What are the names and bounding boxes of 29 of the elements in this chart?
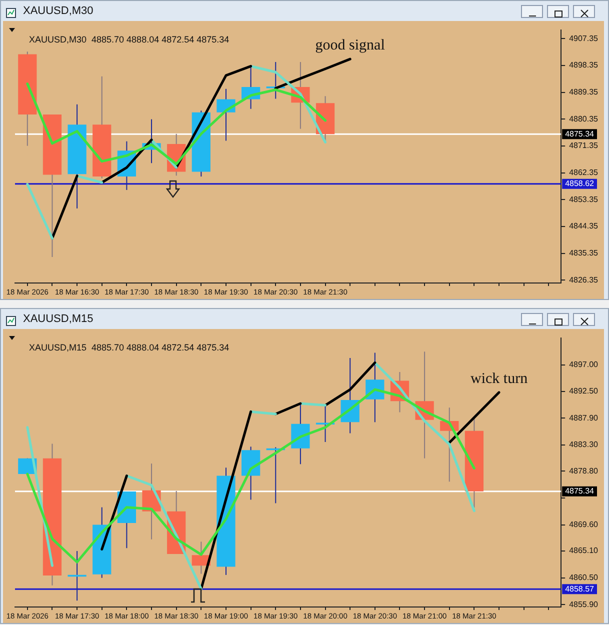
y-tick-label: 4869.60 (569, 520, 599, 529)
y-tick-label: 4860.50 (569, 573, 599, 582)
y-tick-label: 4889.35 (569, 87, 599, 96)
y-tick-label: 4871.35 (569, 141, 599, 150)
annotation: good signal (315, 37, 385, 54)
y-tick-label: 4878.80 (569, 466, 599, 476)
annotation: wick turn (470, 370, 528, 387)
y-tick-label: 4844.35 (569, 222, 599, 231)
text: XAUUSD,M15 4885.70 4888.04 4872.54 4875.34 (29, 342, 230, 352)
chart-title: XAUUSD,M15 (23, 313, 94, 325)
y-tick-label: 4865.10 (569, 546, 599, 556)
ref-line-label: 4858.57 (565, 584, 595, 594)
y-tick-label: 4835.35 (569, 248, 599, 258)
ref-line-label: 4875.34 (565, 486, 595, 496)
y-tick-label: 4880.35 (569, 114, 599, 124)
ref-line-label: 4875.34 (565, 129, 595, 138)
y-tick-label: 4907.35 (569, 34, 599, 43)
text: XAUUSD,M30 4885.70 4888.04 4872.54 4875.34 (29, 34, 230, 44)
y-tick-label: 4887.90 (569, 413, 599, 422)
y-tick-label: 4853.35 (569, 194, 599, 204)
y-tick-label: 4855.90 (569, 600, 599, 609)
y-tick-label: 4862.35 (569, 168, 599, 178)
y-tick-label: 4898.35 (569, 60, 599, 70)
y-tick-label: 4826.35 (569, 275, 599, 284)
ref-line-label: 4858.62 (565, 179, 595, 188)
y-tick-label: 4897.00 (569, 360, 599, 370)
y-tick-label: 4892.50 (569, 386, 599, 396)
chart-title: XAUUSD,M30 (23, 5, 94, 17)
y-tick-label: 4883.30 (569, 440, 599, 450)
